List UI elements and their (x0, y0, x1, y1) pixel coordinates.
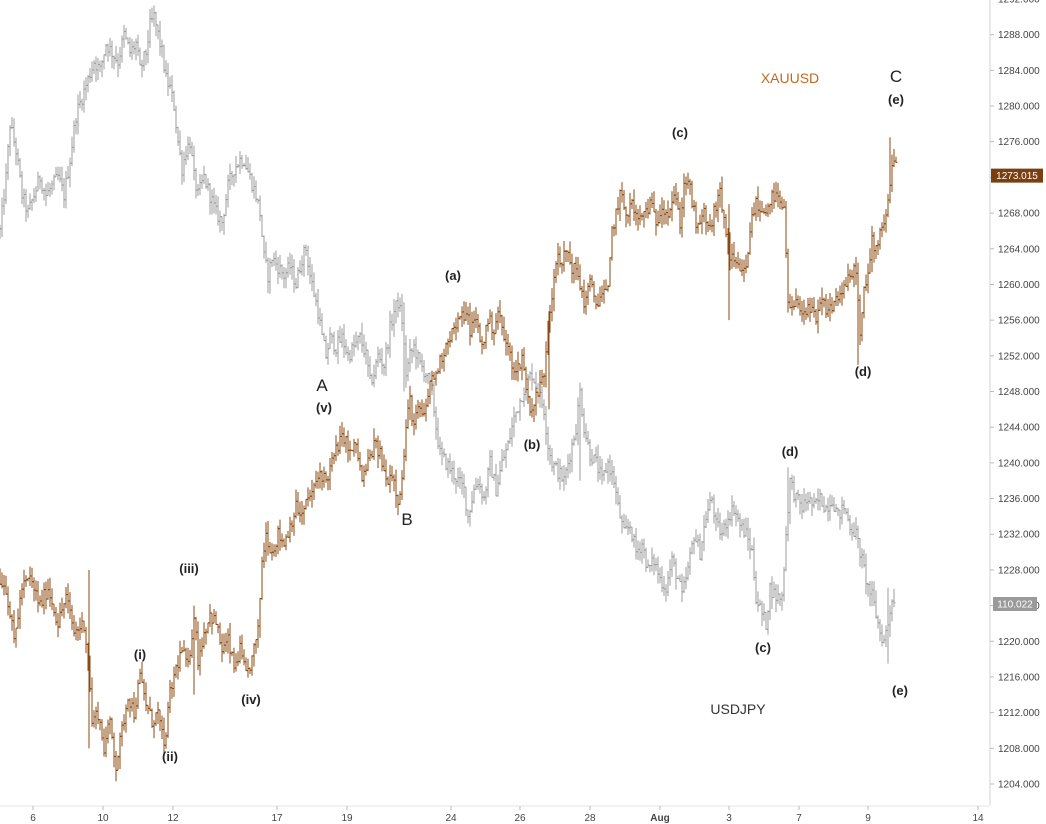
y-tick-label: 1232.000 (998, 530, 1040, 541)
symbol-label: XAUUSD (761, 70, 819, 86)
xauusd-bar (894, 156, 898, 164)
y-tick-label: 1240.000 (998, 458, 1040, 469)
y-tick-label: 1204.000 (998, 780, 1040, 791)
xauusd-series (0, 137, 898, 782)
y-tick-label: 1248.000 (998, 387, 1040, 398)
wave-label: (c) (755, 640, 771, 655)
wave-label: (iii) (179, 561, 199, 576)
wave-label: A (316, 376, 328, 395)
y-tick-label: 1284.000 (998, 66, 1040, 77)
wave-label: (ii) (162, 749, 178, 764)
x-tick-label: 19 (341, 813, 353, 824)
y-tick-label: 1260.000 (998, 280, 1040, 291)
x-tick-label: 28 (584, 813, 596, 824)
x-axis: 6 10 12 17 19 24 26 28 Aug 3 7 9 14 (0, 805, 990, 824)
y-tick-label: 1288.000 (998, 30, 1040, 41)
x-tick-label: 10 (97, 813, 109, 824)
y-tick-label: 1256.000 (998, 316, 1040, 327)
usdjpy-price-label: 110.022 (993, 597, 1037, 611)
wave-label: (e) (892, 683, 908, 698)
y-tick-label: 1264.000 (998, 244, 1040, 255)
wave-label: (i) (134, 647, 146, 662)
usdjpy-series (0, 5, 896, 664)
symbol-label: USDJPY (710, 701, 766, 717)
usdjpy-bar (892, 588, 896, 608)
price-labels: 1273.015 110.022 (991, 168, 1043, 611)
wave-label: C (890, 67, 902, 86)
y-tick-label: 1208.000 (998, 744, 1040, 755)
y-tick-label: 1220.000 (998, 637, 1040, 648)
y-axis: 1292.000 1288.000 1284.000 1280.000 1276.000… (990, 0, 1040, 791)
y-tick-label: 1292.000 (998, 0, 1040, 6)
wave-label: (d) (855, 364, 872, 379)
wave-label: (c) (672, 125, 688, 140)
wave-label: (e) (888, 92, 904, 107)
y-tick-label: 1276.000 (998, 137, 1040, 148)
x-tick-label: 26 (514, 813, 526, 824)
wave-label: (d) (782, 444, 799, 459)
svg-text:1273.015: 1273.015 (996, 171, 1038, 182)
x-tick-label: 7 (796, 813, 802, 824)
wave-label: (iv) (241, 692, 261, 707)
y-tick-label: 1228.000 (998, 565, 1040, 576)
y-tick-label: 1212.000 (998, 708, 1040, 719)
y-tick-label: 1268.000 (998, 209, 1040, 220)
wave-label: B (401, 510, 412, 529)
y-tick-label: 1280.000 (998, 102, 1040, 113)
xauusd-price-label: 1273.015 (991, 168, 1043, 183)
x-tick-label: 9 (865, 813, 871, 824)
x-tick-label: Aug (650, 813, 669, 824)
svg-text:110.022: 110.022 (997, 600, 1033, 611)
x-tick-label: 14 (972, 813, 984, 824)
wave-annotations: XAUUSD USDJPY C (e) (c) (a) A (v) (b) (d) (d) B (iii… (134, 67, 908, 764)
wave-label: (a) (445, 268, 461, 283)
y-tick-label: 1252.000 (998, 351, 1040, 362)
wave-label: (v) (316, 400, 332, 415)
y-tick-label: 1236.000 (998, 494, 1040, 505)
wave-label: (b) (524, 437, 541, 452)
x-tick-label: 6 (30, 813, 36, 824)
x-tick-label: 17 (271, 813, 283, 824)
y-tick-label: 1216.000 (998, 672, 1040, 683)
x-tick-label: 3 (726, 813, 732, 824)
x-tick-label: 24 (445, 813, 457, 824)
x-tick-label: 12 (167, 813, 179, 824)
y-tick-label: 1244.000 (998, 423, 1040, 434)
